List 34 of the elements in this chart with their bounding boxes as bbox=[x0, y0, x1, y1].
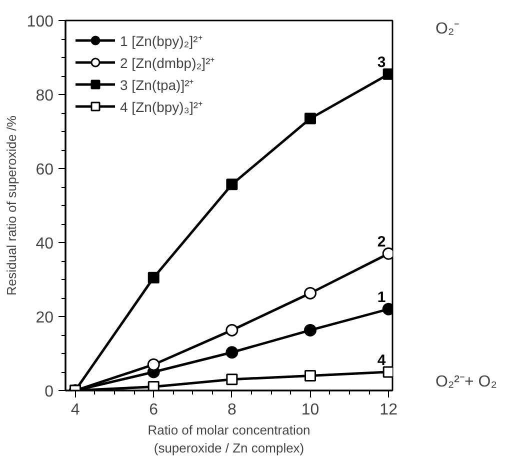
point bbox=[304, 324, 317, 336]
x-tick-label: 6 bbox=[149, 402, 158, 418]
x-tick-label: 10 bbox=[301, 402, 320, 418]
annotation: 3 bbox=[377, 54, 386, 72]
y-tick-label: 100 bbox=[26, 14, 54, 30]
text: O₂²⁻+ O₂ bbox=[436, 374, 497, 390]
y-tick-label: 40 bbox=[36, 236, 54, 252]
x-tick-label: 8 bbox=[227, 402, 236, 418]
point bbox=[304, 286, 317, 300]
y-tick-label: 60 bbox=[36, 162, 54, 178]
y-tick-label: 0 bbox=[44, 384, 54, 400]
legend-label: 1 [Zn(bpy)₂]²⁺ bbox=[120, 32, 203, 50]
point bbox=[148, 381, 160, 390]
point bbox=[304, 370, 316, 382]
point bbox=[147, 358, 160, 371]
legend-label: 3 [Zn(tpa)]²⁺ bbox=[120, 76, 194, 94]
y-axis-title: Residual ratio of superoxide /% bbox=[4, 115, 19, 296]
point bbox=[226, 178, 238, 190]
annotation: 2 bbox=[377, 234, 386, 251]
point bbox=[226, 346, 238, 359]
legend-label: 4 [Zn(bpy)₃]²⁺ bbox=[120, 98, 204, 116]
annotation: 1 bbox=[377, 289, 386, 306]
text: O₂⁻ bbox=[436, 20, 460, 38]
x-tick-label: 12 bbox=[380, 402, 398, 418]
x-axis-title: Ratio of molar concentration (superoxide / Zn complex) bbox=[148, 422, 310, 456]
point bbox=[226, 374, 238, 386]
y-tick-label: 80 bbox=[36, 88, 54, 104]
legend-label: 2 [Zn(dmbp)₂]²⁺ bbox=[120, 54, 216, 72]
y-tick-label: 20 bbox=[36, 310, 54, 326]
point bbox=[226, 324, 238, 336]
point bbox=[304, 112, 316, 124]
annotation: 4 bbox=[377, 352, 386, 369]
point bbox=[148, 272, 160, 284]
x-tick-label: 4 bbox=[70, 402, 80, 418]
